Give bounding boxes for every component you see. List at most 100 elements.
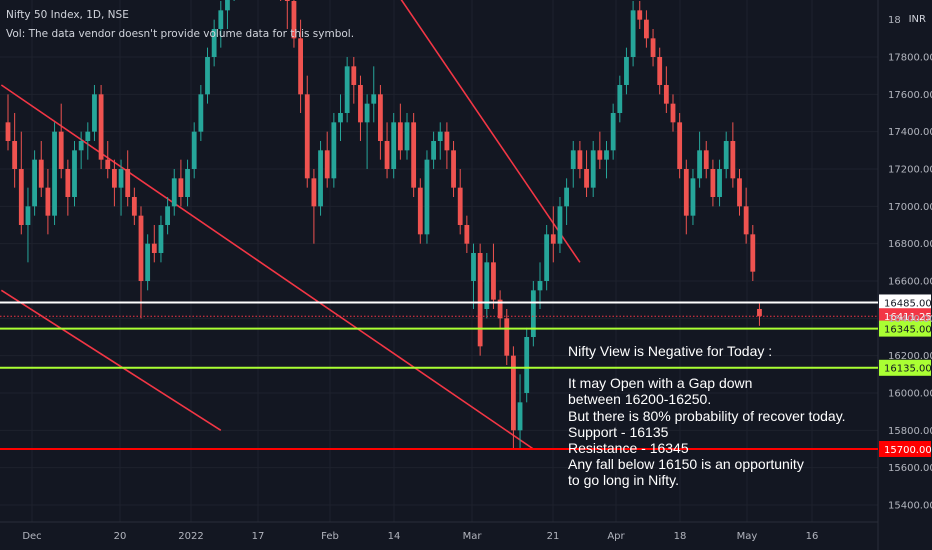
- candle-body[interactable]: [710, 169, 716, 197]
- candle-body[interactable]: [544, 234, 550, 281]
- candle-body[interactable]: [564, 187, 569, 207]
- candle-body[interactable]: [185, 169, 190, 197]
- candle-body[interactable]: [112, 169, 117, 188]
- candle-body[interactable]: [683, 169, 689, 216]
- candle-body[interactable]: [58, 131, 64, 169]
- candle-body[interactable]: [12, 141, 18, 169]
- candle-body[interactable]: [32, 159, 37, 207]
- candle-body[interactable]: [511, 355, 516, 431]
- candle-body[interactable]: [723, 141, 729, 169]
- candle-body[interactable]: [737, 178, 742, 207]
- candle-body[interactable]: [504, 318, 510, 356]
- candle-body[interactable]: [178, 178, 184, 197]
- candle-body[interactable]: [52, 131, 57, 216]
- candle-body[interactable]: [225, 0, 230, 11]
- candle-body[interactable]: [211, 29, 217, 57]
- candle-body[interactable]: [757, 309, 762, 317]
- candle-body[interactable]: [92, 94, 97, 132]
- candle-body[interactable]: [717, 169, 722, 197]
- candle-body[interactable]: [630, 10, 636, 58]
- candle-body[interactable]: [411, 122, 417, 188]
- candle-body[interactable]: [577, 150, 583, 169]
- price-axis[interactable]: 15400.00 15600.00 15800.00 16000.00 16200.00…: [888, 15, 932, 511]
- candle-body[interactable]: [604, 150, 609, 160]
- candle-body[interactable]: [131, 197, 137, 216]
- candle-body[interactable]: [298, 38, 303, 95]
- candle-body[interactable]: [404, 122, 410, 151]
- candle-body[interactable]: [171, 178, 177, 207]
- candle-body[interactable]: [663, 85, 669, 104]
- candle-body[interactable]: [437, 131, 443, 141]
- candle-body[interactable]: [677, 122, 683, 169]
- time-axis[interactable]: Dec 20 2022 17 Feb 14 Mar 21 Apr 18 May 16: [22, 531, 818, 542]
- candle-body[interactable]: [344, 66, 350, 113]
- candle-body[interactable]: [378, 94, 383, 141]
- candle-body[interactable]: [657, 57, 663, 85]
- candle-body[interactable]: [324, 150, 330, 179]
- candle-body[interactable]: [624, 57, 629, 85]
- candle-body[interactable]: [650, 38, 656, 57]
- candle-body[interactable]: [464, 225, 470, 244]
- candle-body[interactable]: [750, 234, 756, 272]
- candle-body[interactable]: [397, 122, 403, 151]
- candle-body[interactable]: [497, 299, 503, 319]
- candle-body[interactable]: [165, 206, 170, 225]
- candle-body[interactable]: [690, 178, 696, 216]
- candle-body[interactable]: [590, 150, 596, 188]
- candle-body[interactable]: [72, 150, 77, 197]
- candle-body[interactable]: [384, 141, 390, 169]
- candle-body[interactable]: [391, 122, 397, 169]
- candle-body[interactable]: [550, 234, 556, 244]
- candle-body[interactable]: [331, 122, 337, 179]
- candle-body[interactable]: [697, 150, 702, 179]
- candle-body[interactable]: [158, 225, 164, 253]
- candle-body[interactable]: [364, 103, 370, 123]
- candle-body[interactable]: [358, 85, 363, 123]
- candle-body[interactable]: [318, 150, 323, 207]
- candle-body[interactable]: [65, 169, 71, 197]
- candle-body[interactable]: [138, 215, 144, 281]
- candle-body[interactable]: [311, 178, 317, 207]
- candle-body[interactable]: [457, 187, 463, 225]
- candle-body[interactable]: [557, 206, 563, 244]
- candle-body[interactable]: [444, 131, 450, 151]
- candle-body[interactable]: [145, 243, 151, 281]
- candle-body[interactable]: [424, 159, 430, 235]
- candle-body[interactable]: [530, 290, 536, 337]
- candle-body[interactable]: [85, 131, 91, 141]
- candle-body[interactable]: [597, 150, 603, 160]
- candle-body[interactable]: [477, 253, 483, 347]
- candle-body[interactable]: [191, 131, 197, 169]
- candle-body[interactable]: [431, 141, 436, 160]
- candles[interactable]: [5, 0, 762, 449]
- candle-body[interactable]: [451, 150, 456, 188]
- candle-body[interactable]: [570, 150, 576, 169]
- candle-body[interactable]: [25, 206, 31, 225]
- candle-body[interactable]: [284, 0, 290, 1]
- candle-body[interactable]: [125, 169, 131, 197]
- candle-body[interactable]: [304, 94, 310, 179]
- candle-body[interactable]: [118, 169, 124, 188]
- candle-body[interactable]: [105, 159, 111, 169]
- candle-body[interactable]: [703, 150, 709, 169]
- candle-body[interactable]: [78, 141, 84, 151]
- candle-body[interactable]: [205, 57, 210, 95]
- candle-body[interactable]: [218, 10, 224, 30]
- candle-body[interactable]: [644, 19, 649, 39]
- candle-body[interactable]: [617, 85, 623, 113]
- candle-body[interactable]: [637, 10, 643, 20]
- candle-body[interactable]: [471, 253, 476, 281]
- candle-body[interactable]: [491, 262, 496, 300]
- candle-body[interactable]: [537, 281, 543, 291]
- candle-body[interactable]: [730, 141, 736, 179]
- candle-body[interactable]: [610, 113, 616, 151]
- candle-body[interactable]: [18, 169, 24, 225]
- candle-body[interactable]: [417, 187, 423, 235]
- candle-body[interactable]: [198, 94, 204, 132]
- candle-body[interactable]: [38, 159, 44, 188]
- candle-body[interactable]: [98, 94, 104, 160]
- candle-body[interactable]: [584, 169, 589, 188]
- candle-body[interactable]: [517, 402, 523, 431]
- candle-body[interactable]: [5, 122, 11, 141]
